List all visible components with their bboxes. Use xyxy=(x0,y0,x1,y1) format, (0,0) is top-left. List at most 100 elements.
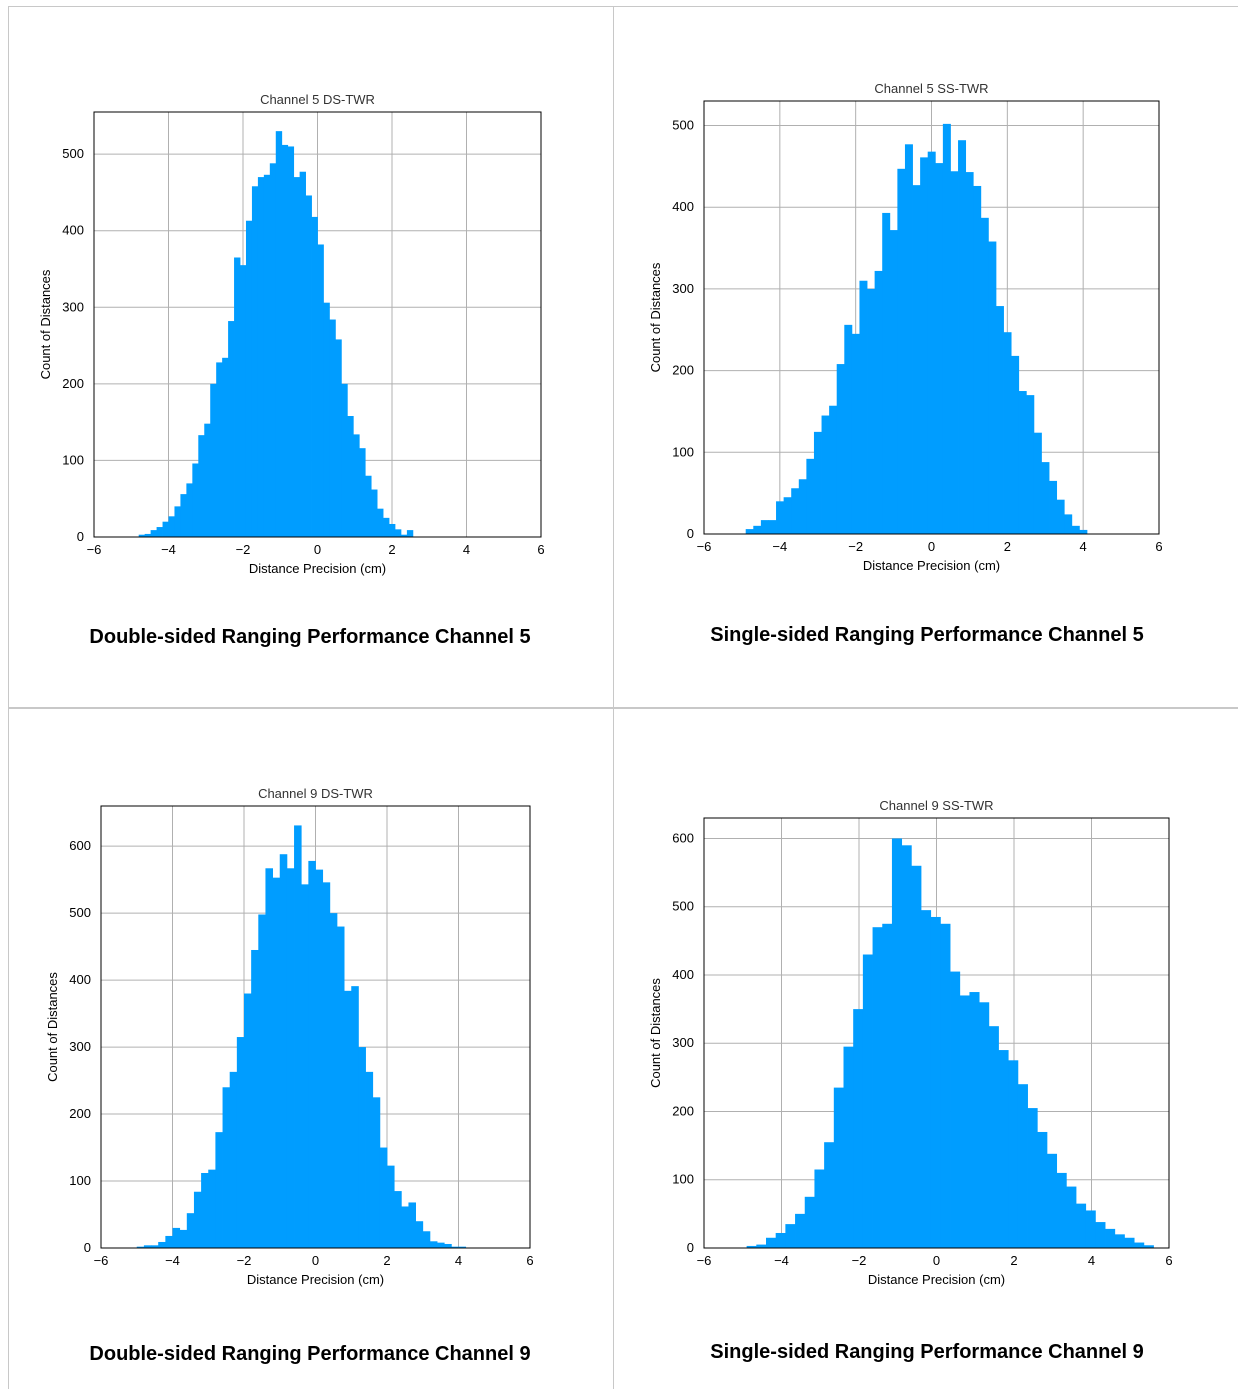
histogram-bar xyxy=(836,364,845,534)
histogram-bar xyxy=(377,508,384,537)
histogram-bar xyxy=(1008,1060,1019,1248)
histogram-bar xyxy=(279,854,288,1248)
histogram-bar xyxy=(272,877,281,1248)
histogram-bar xyxy=(136,1246,145,1248)
histogram-bar xyxy=(186,1213,195,1248)
histogram-bar xyxy=(1011,355,1020,534)
histogram-bar xyxy=(151,1245,159,1248)
histogram-bar xyxy=(143,1245,152,1248)
histogram-bar xyxy=(927,151,936,534)
x-tick-label: 2 xyxy=(1010,1253,1017,1268)
chart-title: Channel 9 DS-TWR xyxy=(258,786,373,801)
histogram-bar xyxy=(179,1229,188,1248)
y-tick-label: 0 xyxy=(84,1240,91,1255)
histogram-bar xyxy=(156,527,163,537)
histogram-bar xyxy=(379,1147,388,1248)
histogram-bar xyxy=(389,523,396,537)
histogram-bar xyxy=(969,992,980,1248)
y-tick-label: 200 xyxy=(672,1103,694,1118)
y-tick-label: 0 xyxy=(687,526,694,541)
histogram-bar xyxy=(973,185,982,534)
histogram-bar xyxy=(950,971,961,1248)
histogram-bar xyxy=(940,923,951,1248)
histogram-bar xyxy=(168,516,175,537)
histogram-bar xyxy=(311,216,318,537)
x-tick-label: 6 xyxy=(537,542,544,557)
x-tick-label: 4 xyxy=(1080,539,1087,554)
histogram-bar xyxy=(158,1241,166,1248)
x-tick-label: 4 xyxy=(463,542,470,557)
histogram-bar xyxy=(387,1165,395,1248)
histogram-bar xyxy=(959,995,970,1248)
x-axis-label: Distance Precision (cm) xyxy=(863,558,1000,573)
histogram-bar xyxy=(760,520,769,534)
chart-channel9-ss-twr: −6 −4 −2 0 2 4 6 0 100 200 300 400 500 600 Channel 9 S… xyxy=(648,798,1173,1287)
chart-channel9-ds-twr: −6 −4 −2 0 2 4 6 0 100 200 300 400 500 600 Channel 9 D… xyxy=(45,786,534,1287)
histogram-bar xyxy=(329,319,336,537)
histogram-bar xyxy=(965,172,974,534)
histogram-bar xyxy=(394,1191,402,1248)
x-tick-label: 2 xyxy=(1004,539,1011,554)
histogram-bar xyxy=(1095,1222,1106,1248)
histogram-bar xyxy=(251,949,259,1248)
histogram-bar xyxy=(1033,432,1042,534)
histogram-bar xyxy=(872,927,883,1248)
x-tick-label: −4 xyxy=(772,539,787,554)
histogram-bar xyxy=(429,1241,438,1248)
histogram-bar xyxy=(783,497,792,534)
histogram-bar xyxy=(359,448,366,537)
x-axis-label: Distance Precision (cm) xyxy=(247,1272,384,1287)
histogram-bar xyxy=(833,1087,844,1248)
histogram-bar xyxy=(745,529,754,534)
histogram-bar xyxy=(228,321,235,537)
histogram-bar xyxy=(204,423,211,537)
histogram-bar xyxy=(216,362,223,537)
x-tick-label: −6 xyxy=(87,542,102,557)
y-tick-label: 100 xyxy=(62,452,84,467)
x-tick-label: 0 xyxy=(928,539,935,554)
histogram-bar xyxy=(930,916,941,1248)
histogram-bar xyxy=(998,1050,1009,1248)
histogram-bar xyxy=(791,488,800,534)
histogram-bar xyxy=(383,517,390,537)
x-tick-label: −6 xyxy=(697,539,712,554)
histogram-bar xyxy=(775,1232,786,1248)
histogram-bar xyxy=(286,868,295,1248)
histogram-bar xyxy=(244,993,252,1248)
histogram-bar xyxy=(347,416,354,537)
histogram-bar xyxy=(294,825,302,1248)
histogram-bar xyxy=(144,533,152,537)
histogram-bar xyxy=(215,1132,223,1248)
histogram-bar xyxy=(269,163,277,537)
x-tick-label: −4 xyxy=(774,1253,789,1268)
figure-table xyxy=(8,6,1238,1389)
y-tick-label: 300 xyxy=(69,1039,91,1054)
chart-channel5-ss-twr: −6 −4 −2 0 2 4 6 0 100 200 300 400 500 Channel 5 SS-T… xyxy=(648,81,1163,573)
histogram-bar xyxy=(322,882,331,1248)
histogram-bar xyxy=(315,869,324,1248)
histogram-bar xyxy=(234,257,241,537)
histogram-bar xyxy=(323,302,330,537)
y-tick-label: 500 xyxy=(62,146,84,161)
x-tick-label: −2 xyxy=(237,1253,252,1268)
chart-channel5-ds-twr: −6 −4 −2 0 2 4 6 0 100 200 300 400 500 Channel 5 DS-T… xyxy=(38,92,545,576)
histogram-bar xyxy=(408,1202,416,1248)
chart-title: Channel 5 SS-TWR xyxy=(874,81,988,96)
histogram-bar xyxy=(287,146,295,537)
histogram-bar xyxy=(415,1221,424,1248)
histogram-bar xyxy=(768,520,777,534)
histogram-bar xyxy=(308,860,316,1248)
histogram-bar xyxy=(859,280,868,534)
x-tick-label: −2 xyxy=(848,539,863,554)
histogram-bar xyxy=(756,1244,767,1248)
y-tick-label: 100 xyxy=(672,1172,694,1187)
histogram-bar xyxy=(1064,514,1073,534)
histogram-bar xyxy=(862,954,873,1248)
histogram-bar xyxy=(365,475,372,537)
histogram-bar xyxy=(804,1196,815,1248)
y-tick-label: 400 xyxy=(69,972,91,987)
y-axis-label: Count of Distances xyxy=(45,972,60,1082)
plot-frame xyxy=(703,100,1160,535)
histogram-bar xyxy=(341,383,348,537)
histogram-bar xyxy=(753,525,762,534)
